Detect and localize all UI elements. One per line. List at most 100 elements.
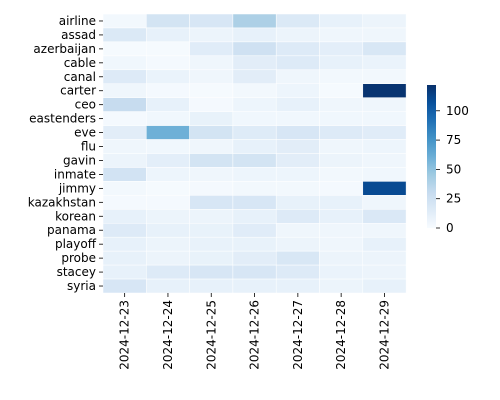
heatmap-cell (362, 27, 407, 43)
x-tick-label: 2024-12-29 (377, 300, 391, 370)
heatmap-cell (319, 83, 364, 98)
heatmap-cell (232, 41, 277, 57)
y-tick-label: azerbaijan (33, 42, 96, 56)
heatmap-cell (362, 209, 407, 224)
heatmap-cell (275, 153, 320, 168)
heatmap-cell (319, 139, 364, 154)
heatmap-cell (232, 223, 277, 238)
heatmap-cell (232, 195, 277, 210)
heatmap-cell (146, 13, 190, 29)
heatmap-cell (275, 69, 320, 85)
heatmap-cell (319, 97, 364, 112)
y-tick-label: flu (81, 140, 96, 154)
colorbar-tick-label: 100 (446, 104, 469, 118)
heatmap-cell (189, 250, 234, 266)
heatmap-cell (102, 195, 147, 210)
heatmap-cell (146, 111, 190, 126)
heatmap-cell (102, 41, 147, 57)
heatmap-cell (232, 27, 277, 43)
heatmap-cell (146, 209, 190, 224)
heatmap-cell (275, 278, 320, 294)
y-tick-label: stacey (57, 265, 96, 279)
heatmap-cell (362, 41, 407, 57)
x-tick-labels: 2024-12-23 2024-12-24 2024-12-25 2024-12-26… (118, 293, 391, 370)
heatmap-cell (102, 181, 147, 196)
heatmap-cell (319, 264, 364, 280)
heatmap-cell (189, 167, 234, 182)
heatmap-cell (146, 55, 190, 71)
heatmap-cell (102, 139, 147, 154)
heatmap-cell (102, 223, 147, 238)
heatmap-cell (189, 195, 234, 210)
colorbar-tick-label: 75 (446, 133, 461, 147)
heatmap-cell (232, 111, 277, 126)
heatmap-cell (362, 111, 407, 126)
heatmap-cell (146, 236, 190, 252)
heatmap-cell (102, 125, 147, 140)
heatmap-cell (189, 97, 234, 112)
heatmap-cell (362, 278, 407, 294)
x-tick-label: 2024-12-26 (248, 300, 262, 370)
heatmap-cell (319, 41, 364, 57)
heatmap-cell (362, 181, 407, 196)
heatmap-cell (362, 97, 407, 112)
heatmap-cell (102, 236, 147, 252)
heatmap-cell (146, 195, 190, 210)
heatmap-cell (189, 27, 234, 43)
y-tick-label: eastenders (29, 112, 96, 126)
colorbar-tick-label: 25 (446, 192, 461, 206)
heatmap-cell (232, 278, 277, 294)
heatmap-cell (146, 250, 190, 266)
heatmap-cell (146, 264, 190, 280)
heatmap-cell (275, 264, 320, 280)
heatmap-cell (275, 41, 320, 57)
y-tick-label: gavin (63, 153, 96, 167)
heatmap-cell (275, 167, 320, 182)
heatmap-cell (102, 264, 147, 280)
heatmap-cell (319, 250, 364, 266)
heatmap-cell (189, 278, 234, 294)
y-tick-labels: airlineassadazerbaijancablecanalcarterce… (28, 14, 103, 293)
heatmap-cell (319, 153, 364, 168)
x-tick-label: 2024-12-28 (334, 300, 348, 370)
heatmap-cell (146, 83, 190, 98)
heatmap-cell (362, 167, 407, 182)
heatmap-cell (275, 125, 320, 140)
heatmap-cell (232, 153, 277, 168)
heatmap-cell (232, 167, 277, 182)
heatmap-cell (102, 55, 147, 71)
heatmap-cell (232, 83, 277, 98)
heatmap-cell (102, 278, 147, 294)
y-tick-label: playoff (55, 237, 97, 251)
y-tick-label: syria (67, 279, 96, 293)
heatmap-cells (102, 13, 407, 294)
heatmap-cell (275, 236, 320, 252)
heatmap-cell (146, 167, 190, 182)
heatmap-cell (275, 13, 320, 29)
heatmap-cell (189, 55, 234, 71)
heatmap-cell (232, 139, 277, 154)
heatmap-cell (362, 264, 407, 280)
heatmap-cell (146, 139, 190, 154)
heatmap-cell (319, 278, 364, 294)
x-tick-label: 2024-12-24 (161, 300, 175, 370)
heatmap-cell (362, 236, 407, 252)
heatmap-cell (146, 41, 190, 57)
heatmap-cell (232, 181, 277, 196)
heatmap-cell (275, 83, 320, 98)
heatmap-cell (319, 55, 364, 71)
y-tick-label: eve (74, 126, 96, 140)
heatmap-cell (232, 209, 277, 224)
heatmap-cell (319, 13, 364, 29)
y-tick-label: probe (61, 251, 96, 265)
heatmap-cell (102, 13, 147, 29)
heatmap-cell (319, 69, 364, 85)
heatmap-cell (362, 13, 407, 29)
heatmap-cell (275, 250, 320, 266)
x-tick-label: 2024-12-27 (291, 300, 305, 370)
colorbar-tick-label: 50 (446, 162, 461, 176)
heatmap-cell (275, 195, 320, 210)
y-tick-label: assad (61, 28, 96, 42)
